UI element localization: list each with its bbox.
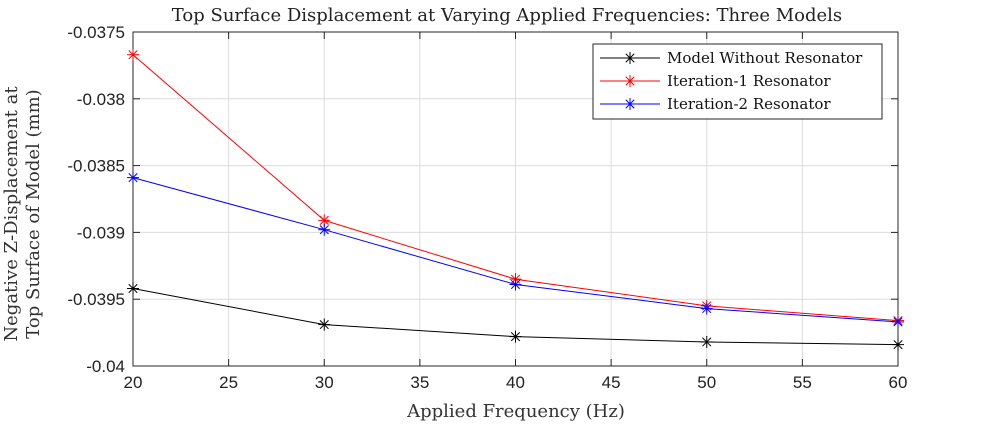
legend-entry: Iteration-1 Resonator: [600, 72, 831, 90]
data-point: [624, 52, 636, 64]
data-point: [624, 75, 636, 87]
x-tick-label: 25: [219, 373, 238, 392]
y-tick-label: -0.039: [77, 223, 125, 242]
y-axis-label-line-1: Negative Z-Displacement at: [1, 86, 22, 342]
legend-entry: Iteration-2 Resonator: [600, 95, 831, 113]
y-tick-label: -0.0395: [67, 290, 125, 309]
x-tick-label: 20: [124, 373, 143, 392]
data-point: [700, 302, 713, 315]
data-point: [509, 278, 522, 291]
data-point: [700, 335, 713, 348]
series-3: [127, 171, 904, 328]
series-1: [127, 282, 904, 351]
x-tick-label: 60: [889, 373, 908, 392]
x-tick-label: 40: [506, 373, 525, 392]
y-axis-label: Negative Z-Displacement at Top Surface o…: [1, 86, 44, 342]
x-tick-label: 35: [410, 373, 429, 392]
chart-title: Top Surface Displacement at Varying Appl…: [172, 5, 842, 26]
y-tick-label: -0.0385: [67, 157, 125, 176]
data-point: [892, 338, 904, 351]
axis-ticks: 20 25 30 35 40 45 50 55 60 -0.04 -0.0395 -0.039 -0.0…: [67, 23, 907, 392]
x-axis-label: Applied Frequency (Hz): [406, 401, 625, 422]
y-tick-label: -0.038: [77, 90, 125, 109]
data-point: [892, 315, 904, 328]
legend-entry: Model Without Resonator: [600, 49, 863, 67]
x-tick-label: 30: [315, 373, 334, 392]
x-tick-label: 45: [602, 373, 621, 392]
data-point: [127, 48, 139, 61]
y-tick-label: -0.0375: [67, 23, 125, 42]
data-point: [127, 171, 139, 184]
legend-label: Iteration-1 Resonator: [667, 72, 831, 90]
series-group: [127, 48, 904, 351]
data-point: [127, 282, 139, 295]
data-point: [318, 223, 331, 236]
y-axis-label-line-2: Top Surface of Model (mm): [23, 89, 44, 338]
legend: Model Without Resonator Iteration-1 Reson…: [592, 43, 883, 120]
data-point: [509, 330, 522, 343]
y-tick-label: -0.04: [86, 357, 125, 376]
legend-label: Model Without Resonator: [667, 49, 863, 67]
x-tick-label: 55: [793, 373, 812, 392]
data-point: [624, 98, 636, 110]
legend-label: Iteration-2 Resonator: [667, 95, 831, 113]
x-tick-label: 50: [697, 373, 716, 392]
data-point: [318, 318, 331, 331]
